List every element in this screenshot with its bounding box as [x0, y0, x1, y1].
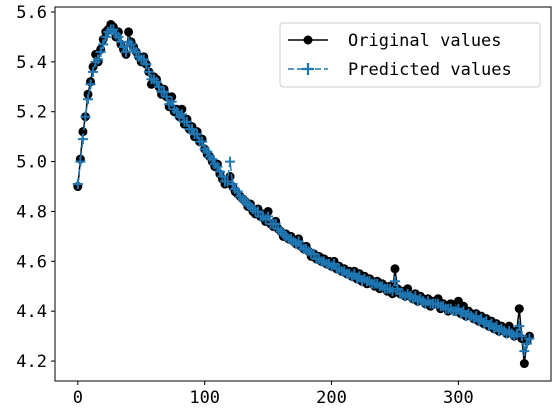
y-tick-label: 5.0 [16, 153, 47, 173]
series-layer [72, 19, 535, 369]
y-tick-label: 4.6 [16, 252, 47, 272]
data-point [514, 304, 524, 314]
data-point [72, 179, 83, 190]
legend-label-predicted: Predicted values [348, 60, 512, 80]
data-point [95, 46, 106, 57]
y-tick-label: 5.6 [16, 3, 47, 23]
data-point [82, 94, 93, 105]
x-tick-label: 100 [189, 388, 220, 408]
data-point [78, 127, 88, 137]
y-tick-label: 5.2 [16, 103, 47, 123]
data-point [519, 346, 530, 357]
data-point [511, 328, 522, 339]
data-point [88, 66, 99, 77]
data-point [161, 91, 172, 102]
y-tick-label: 5.4 [16, 53, 47, 73]
data-point [514, 321, 525, 332]
data-point [141, 59, 152, 70]
x-tick-label: 200 [316, 388, 347, 408]
data-point [524, 333, 535, 344]
x-tick-label: 300 [443, 388, 474, 408]
data-point [389, 276, 400, 287]
data-point [98, 39, 109, 50]
data-point [176, 109, 187, 120]
data-point [225, 156, 236, 167]
data-point [387, 286, 398, 297]
data-point [197, 136, 208, 147]
x-tick-label: 0 [73, 388, 83, 408]
legend-marker-original [303, 35, 313, 45]
data-point [516, 331, 527, 342]
data-point [222, 176, 233, 187]
y-tick-label: 4.8 [16, 202, 47, 222]
legend-label-original: Original values [348, 31, 502, 51]
plot-frame [54, 6, 552, 382]
x-axis: 0 100 200 300 [73, 381, 474, 408]
legend-frame [279, 22, 541, 88]
data-point [80, 111, 91, 122]
y-tick-label: 4.4 [16, 302, 47, 322]
legend-marker-predicted [302, 63, 314, 75]
data-point [192, 129, 203, 140]
y-tick-label: 4.2 [16, 352, 47, 372]
data-point [75, 156, 86, 167]
data-point [181, 116, 192, 127]
series-markers-predicted-values [72, 24, 535, 357]
data-point [143, 66, 154, 77]
data-point [519, 359, 529, 369]
data-point [85, 79, 96, 90]
data-point [93, 54, 104, 65]
data-point [77, 134, 88, 145]
data-point [390, 264, 400, 274]
legend: Original values Predicted values [279, 22, 541, 88]
data-point [166, 96, 177, 107]
data-point [263, 211, 274, 222]
data-point [124, 27, 134, 37]
data-point [121, 46, 132, 57]
y-axis: 4.2 4.4 4.6 4.8 5.0 5.2 5.4 5.6 [16, 3, 55, 372]
